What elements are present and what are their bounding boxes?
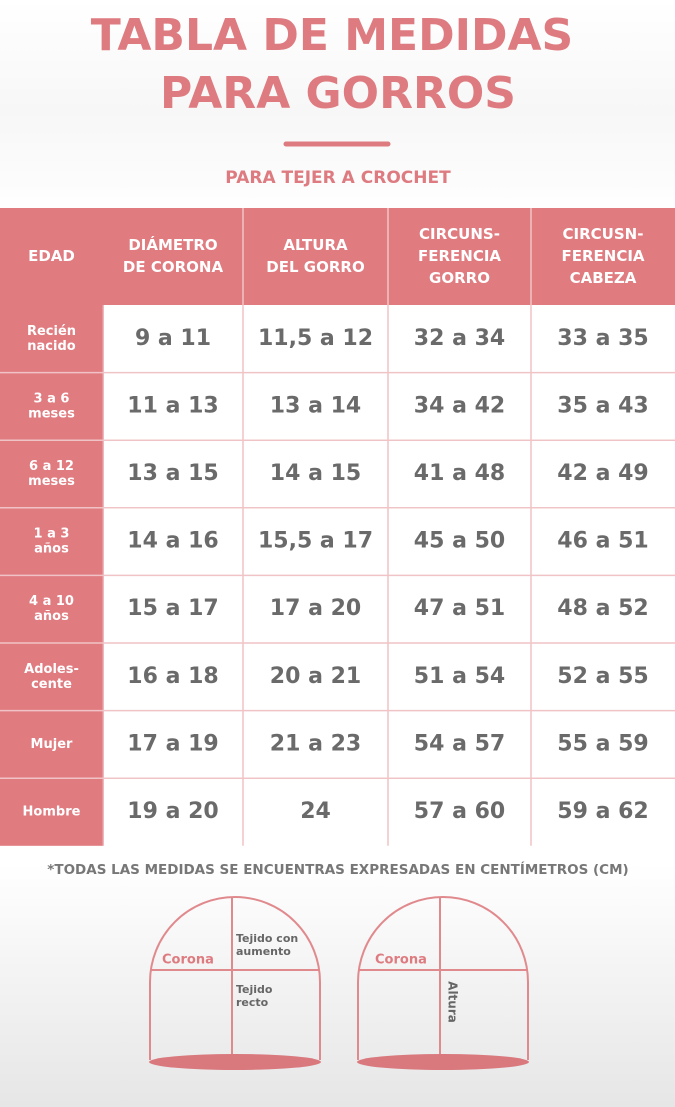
cell: 45 a 50 bbox=[414, 529, 505, 554]
cell: 42 a 49 bbox=[557, 461, 648, 486]
title-line: TABLA DE MEDIDAS bbox=[91, 10, 574, 61]
row-label: años bbox=[34, 542, 69, 557]
cell: 17 a 19 bbox=[127, 731, 218, 756]
subtitle: PARA TEJER A CROCHET bbox=[225, 168, 451, 188]
footnote: *TODAS LAS MEDIDAS SE ENCUENTRAS EXPRESA… bbox=[47, 861, 628, 878]
cell: 13 a 15 bbox=[127, 461, 218, 486]
row-label: Adoles- bbox=[24, 662, 79, 677]
cell: 21 a 23 bbox=[270, 731, 361, 756]
diagram-label: aumento bbox=[236, 945, 291, 958]
hat-base bbox=[149, 1054, 321, 1070]
header-cell: CABEZA bbox=[570, 269, 637, 287]
cell: 55 a 59 bbox=[557, 731, 648, 756]
cell: 32 a 34 bbox=[414, 326, 505, 351]
cell: 51 a 54 bbox=[414, 664, 505, 689]
cell: 11,5 a 12 bbox=[258, 326, 373, 351]
cell: 54 a 57 bbox=[414, 731, 505, 756]
cell: 20 a 21 bbox=[270, 664, 361, 689]
row-label: meses bbox=[28, 474, 75, 489]
row-label: Mujer bbox=[31, 737, 73, 752]
cell: 46 a 51 bbox=[557, 529, 648, 554]
cell: 11 a 13 bbox=[127, 393, 218, 418]
title-line: PARA GORROS bbox=[160, 68, 516, 119]
cell: 24 bbox=[300, 799, 331, 824]
hat-base bbox=[357, 1054, 529, 1070]
row-label: nacido bbox=[27, 339, 75, 354]
row-label: Recién bbox=[27, 324, 76, 339]
header-cell: FERENCIA bbox=[561, 247, 644, 265]
diagram-label: recto bbox=[236, 996, 269, 1009]
diagram-label: Corona bbox=[375, 953, 427, 968]
cell: 19 a 20 bbox=[127, 799, 218, 824]
header-cell: DEL GORRO bbox=[266, 258, 364, 276]
cell: 13 a 14 bbox=[270, 393, 361, 418]
row-label: 3 a 6 bbox=[34, 391, 70, 406]
row-label: 4 a 10 bbox=[29, 594, 74, 609]
diagram-label: Tejido con bbox=[236, 932, 298, 945]
header-cell: DIÁMETRO bbox=[128, 235, 217, 254]
cell: 16 a 18 bbox=[127, 664, 218, 689]
cell: 17 a 20 bbox=[270, 596, 361, 621]
diagram-label: Tejido bbox=[236, 983, 273, 996]
cell: 59 a 62 bbox=[557, 799, 648, 824]
cell: 48 a 52 bbox=[557, 596, 648, 621]
cell: 9 a 11 bbox=[135, 326, 211, 351]
cell: 33 a 35 bbox=[557, 326, 648, 351]
cell: 47 a 51 bbox=[414, 596, 505, 621]
header-cell: ALTURA bbox=[283, 236, 348, 254]
header-bg bbox=[0, 208, 675, 305]
cell: 35 a 43 bbox=[557, 393, 648, 418]
row-label: meses bbox=[28, 406, 75, 421]
diagram-label: Altura bbox=[446, 981, 460, 1023]
row-label: 1 a 3 bbox=[34, 527, 70, 542]
row-label: cente bbox=[31, 677, 72, 692]
table: EDAD DIÁMETRO DE CORONA ALTURA DEL GORRO CIRC… bbox=[0, 208, 675, 846]
row-label: años bbox=[34, 609, 69, 624]
cell: 15,5 a 17 bbox=[258, 529, 373, 554]
cell: 14 a 16 bbox=[127, 529, 218, 554]
row-label: Hombre bbox=[23, 805, 81, 820]
cell: 52 a 55 bbox=[557, 664, 648, 689]
header-cell: DE CORONA bbox=[123, 258, 224, 276]
header-cell: CIRCUNS- bbox=[419, 225, 500, 243]
diagram-label: Corona bbox=[162, 953, 214, 968]
hat-outline bbox=[149, 896, 321, 1060]
cell: 57 a 60 bbox=[414, 799, 505, 824]
hat-outline bbox=[357, 896, 529, 1060]
diagram bbox=[149, 896, 529, 1060]
cell: 15 a 17 bbox=[127, 596, 218, 621]
row-label: 6 a 12 bbox=[29, 459, 74, 474]
cell: 14 a 15 bbox=[270, 461, 361, 486]
cell: 34 a 42 bbox=[414, 393, 505, 418]
header-cell: FERENCIA bbox=[418, 247, 501, 265]
header-cell: CIRCUSN- bbox=[563, 225, 644, 243]
cell: 41 a 48 bbox=[414, 461, 505, 486]
header-cell: GORRO bbox=[429, 269, 490, 287]
header-cell: EDAD bbox=[28, 247, 75, 265]
